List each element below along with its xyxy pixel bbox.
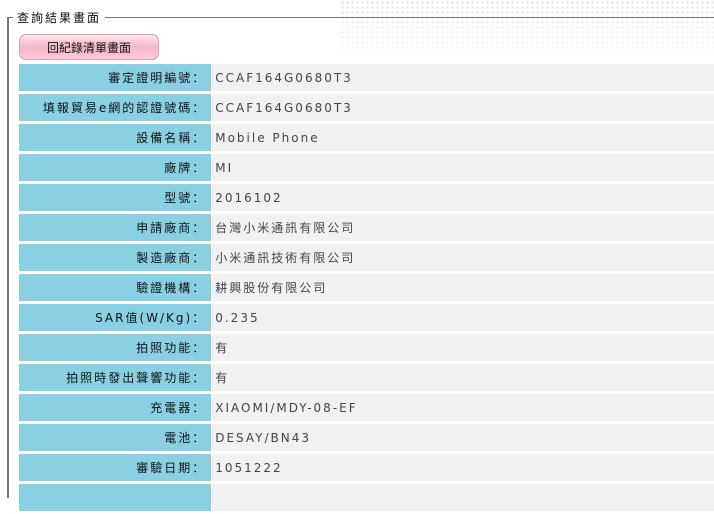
table-row: 廠牌： MI bbox=[19, 154, 714, 181]
field-label: SAR值(W/Kg)： bbox=[19, 304, 212, 331]
field-label bbox=[19, 484, 212, 511]
fieldset-legend: 查詢結果畫面 bbox=[13, 9, 106, 26]
field-label: 設備名稱： bbox=[19, 124, 212, 151]
field-label: 拍照時發出聲響功能： bbox=[19, 364, 212, 391]
field-value: 耕興股份有限公司 bbox=[211, 274, 714, 301]
field-label: 廠牌： bbox=[19, 154, 212, 181]
field-label: 填報貿易e網的認證號碼： bbox=[19, 94, 212, 121]
field-label: 申請廠商： bbox=[19, 214, 212, 241]
field-value: 0.235 bbox=[211, 304, 714, 331]
table-row: 充電器： XIAOMI/MDY-08-EF bbox=[19, 394, 714, 421]
field-label: 製造廠商： bbox=[19, 244, 212, 271]
field-label: 拍照功能： bbox=[19, 334, 212, 361]
table-row: 審定證明編號： CCAF164G0680T3 bbox=[19, 64, 714, 91]
table-row bbox=[19, 484, 714, 511]
field-label: 驗證機構： bbox=[19, 274, 212, 301]
field-value: 2016102 bbox=[211, 184, 714, 211]
table-row: 電池： DESAY/BN43 bbox=[19, 424, 714, 451]
table-row: 拍照功能：有 bbox=[19, 334, 714, 361]
result-fieldset bbox=[7, 17, 714, 498]
back-to-list-button[interactable]: 回紀錄清單畫面 bbox=[19, 34, 159, 60]
field-value: CCAF164G0680T3 bbox=[211, 64, 714, 91]
field-value: 台灣小米通訊有限公司 bbox=[211, 214, 714, 241]
field-label: 審定證明編號： bbox=[19, 64, 212, 91]
field-value bbox=[211, 484, 714, 511]
table-row: 申請廠商： 台灣小米通訊有限公司 bbox=[19, 214, 714, 241]
field-value: XIAOMI/MDY-08-EF bbox=[211, 394, 714, 421]
field-label: 電池： bbox=[19, 424, 212, 451]
field-label: 審驗日期： bbox=[19, 454, 212, 481]
table-row: 審驗日期： 1051222 bbox=[19, 454, 714, 481]
field-value: 有 bbox=[211, 334, 714, 361]
field-value: 1051222 bbox=[211, 454, 714, 481]
table-row: SAR值(W/Kg)： 0.235 bbox=[19, 304, 714, 331]
world-map-decoration bbox=[340, 0, 714, 60]
field-value: 小米通訊技術有限公司 bbox=[211, 244, 714, 271]
field-value: CCAF164G0680T3 bbox=[211, 94, 714, 121]
table-row: 設備名稱： Mobile Phone bbox=[19, 124, 714, 151]
field-value: 有 bbox=[211, 364, 714, 391]
field-label: 型號： bbox=[19, 184, 212, 211]
table-row: 填報貿易e網的認證號碼： CCAF164G0680T3 bbox=[19, 94, 714, 121]
field-value: DESAY/BN43 bbox=[211, 424, 714, 451]
field-value: MI bbox=[211, 154, 714, 181]
table-row: 驗證機構： 耕興股份有限公司 bbox=[19, 274, 714, 301]
result-table: 審定證明編號： CCAF164G0680T3 填報貿易e網的認證號碼： CCAF164… bbox=[19, 61, 714, 514]
table-row: 型號： 2016102 bbox=[19, 184, 714, 211]
field-value: Mobile Phone bbox=[211, 124, 714, 151]
table-row: 拍照時發出聲響功能：有 bbox=[19, 364, 714, 391]
table-row: 製造廠商： 小米通訊技術有限公司 bbox=[19, 244, 714, 271]
field-label: 充電器： bbox=[19, 394, 212, 421]
